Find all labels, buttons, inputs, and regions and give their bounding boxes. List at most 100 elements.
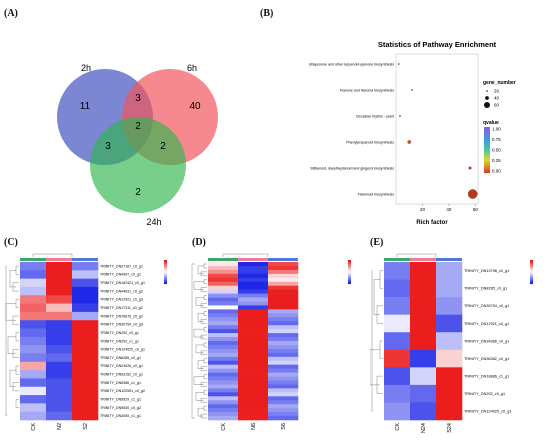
heatmap-cell: [208, 337, 239, 342]
heatmap-cell: [208, 293, 239, 298]
heatmap-cell: [208, 333, 239, 338]
heatmap-cell: [268, 317, 299, 322]
column-label: N24: [421, 423, 427, 433]
color-key-segment: [530, 274, 533, 277]
category-label: Phenylpropanoid biosynthesis: [346, 141, 394, 145]
heatmap-cell: [238, 313, 269, 318]
group-color-bar: [384, 258, 410, 261]
heatmap-cell: [46, 303, 73, 313]
heatmap-cell: [436, 279, 463, 298]
category-label: Circadian rhythm - plant: [356, 115, 394, 119]
heatmap-cell: [410, 314, 437, 333]
heatmap-cell: [410, 279, 437, 298]
color-key-segment: [164, 272, 167, 275]
group-color-bar: [410, 258, 436, 261]
heatmap-cell: [46, 320, 73, 329]
heatmap-cell: [238, 321, 269, 326]
heatmap-cell: [208, 400, 239, 405]
heatmap-cell: [208, 392, 239, 397]
column-label: S6: [281, 423, 287, 430]
color-legend-title: qvalue: [483, 120, 499, 126]
heatmap-cell: [208, 281, 239, 286]
heatmap-cell: [238, 388, 269, 393]
color-key-segment: [348, 282, 351, 285]
heatmap-cell: [20, 286, 47, 296]
color-key-segment: [530, 272, 533, 275]
heatmap-cell: [238, 372, 269, 377]
color-legend-label: 0.50: [492, 148, 501, 153]
heatmap-cell: [46, 311, 73, 321]
size-legend-label: 60: [494, 103, 500, 108]
heatmap-cell: [20, 278, 47, 288]
heatmap-cell: [208, 408, 239, 413]
color-key-segment: [164, 260, 167, 263]
heatmap-cell: [436, 297, 463, 315]
heatmap-cell: [410, 367, 437, 386]
heatmap-cell: [238, 416, 269, 421]
heatmap-cell: [238, 364, 269, 369]
heatmap-cell: [46, 286, 73, 296]
venn-count-only-24h: 2: [135, 187, 141, 198]
heatmap-cell: [20, 386, 47, 396]
heatmap-cell: [268, 297, 299, 302]
heatmap-cell: [436, 367, 463, 386]
heatmap-cell: [238, 269, 269, 275]
heatmap-cell: [238, 317, 269, 322]
gene-label: TRINITY_DN9530_c0_g2: [100, 406, 141, 410]
heatmap-cell: [384, 332, 411, 351]
heatmap-cell: [268, 265, 299, 271]
heatmap-cell: [410, 402, 437, 421]
category-label: Stilbenoid, diarylheptanoid and gingerol…: [310, 167, 394, 171]
color-key-segment: [348, 272, 351, 275]
column-dendrogram: [222, 253, 269, 257]
heatmap-cell: [268, 392, 299, 397]
category-label: Ubiquinone and other terpenoid-quinone b…: [309, 63, 394, 67]
heatmap-cell: [268, 301, 299, 306]
color-legend-label: 0.00: [492, 169, 501, 174]
gene-label: TRINITY_DN27167_c0_g1: [100, 264, 143, 268]
gene-label: TRINITY_DN4055_c1_g1: [100, 414, 141, 418]
color-key-segment: [164, 280, 167, 283]
heatmap-cell: [268, 273, 299, 279]
color-key-segment: [530, 260, 533, 263]
heatmap-cell: [208, 309, 239, 314]
venn-count-all: 2: [135, 121, 141, 132]
panel-a-label: (A): [4, 8, 18, 19]
group-color-bar: [268, 258, 298, 261]
heatmap-cell: [268, 348, 299, 354]
row-dendrogram: [370, 270, 383, 412]
gene-label: TRINITY_DN5929_c1_g1: [100, 397, 141, 401]
heatmap-cell: [20, 353, 47, 363]
color-legend-label: 1.00: [492, 127, 501, 132]
heatmap-cell: [72, 361, 99, 371]
color-key-segment: [530, 276, 533, 279]
data-point: [468, 166, 472, 170]
heatmap-cell: [46, 278, 73, 288]
heatmap-cell: [72, 270, 99, 279]
gene-label: TRINITY_DN162421_c0_g1: [100, 281, 145, 285]
heatmap-cell: [410, 349, 437, 368]
heatmap-cell: [238, 412, 269, 417]
heatmap-cell: [384, 314, 411, 333]
color-key-segment: [530, 270, 533, 273]
heatmap-cell: [72, 378, 99, 388]
heatmap-cell: [238, 289, 269, 294]
heatmap-cell: [436, 384, 463, 403]
gene-label: TRINITY_DN5386_c1_g1: [100, 381, 141, 385]
heatmap-cell: [20, 403, 47, 412]
gene-label: TRINITY_DN124025_c0_g1: [100, 348, 145, 352]
group-color-bar: [20, 258, 46, 261]
heatmap-cell: [20, 303, 47, 313]
heatmap-cell: [436, 262, 463, 280]
heatmap-cell: [238, 281, 269, 286]
group-color-bar: [238, 258, 268, 261]
color-key-segment: [348, 264, 351, 267]
heatmap-cell: [238, 301, 269, 306]
heatmap-cell: [208, 262, 239, 267]
heatmap-cell: [72, 311, 99, 321]
heatmap-cell: [436, 349, 463, 368]
gene-label: TRINITY_DN30754_c0_g3: [100, 323, 143, 327]
heatmap-cell: [208, 297, 239, 302]
heatmap-cell: [46, 262, 73, 271]
venn-set-label-2h: 2h: [81, 63, 91, 73]
